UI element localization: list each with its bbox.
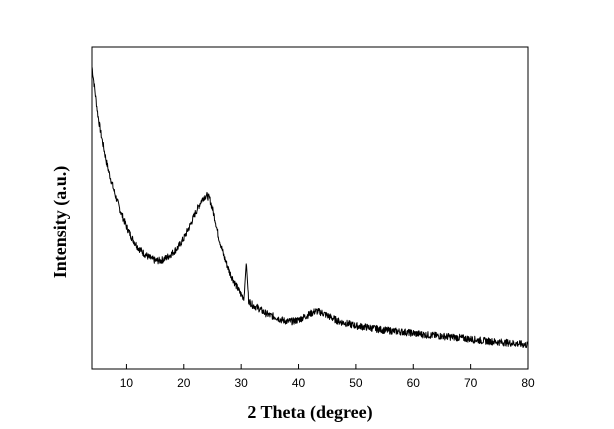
x-tick-label-80: 80	[521, 376, 535, 390]
x-tick-label-20: 20	[177, 376, 191, 390]
y-axis-title: Intensity (a.u.)	[50, 166, 71, 279]
x-tick-label-70: 70	[464, 376, 478, 390]
x-tick-label-40: 40	[292, 376, 306, 390]
x-tick-label-60: 60	[407, 376, 421, 390]
x-tick-label-50: 50	[349, 376, 363, 390]
x-tick-label-30: 30	[234, 376, 248, 390]
x-axis-title: 2 Theta (degree)	[247, 402, 372, 423]
x-axis-ticks	[125, 364, 529, 369]
series-line-intensity	[91, 66, 529, 349]
x-tick-label-10: 10	[120, 376, 134, 390]
x-axis-tick-labels: 10 20 30 40 50 60 70 80	[120, 376, 535, 390]
plot-frame	[91, 46, 529, 370]
